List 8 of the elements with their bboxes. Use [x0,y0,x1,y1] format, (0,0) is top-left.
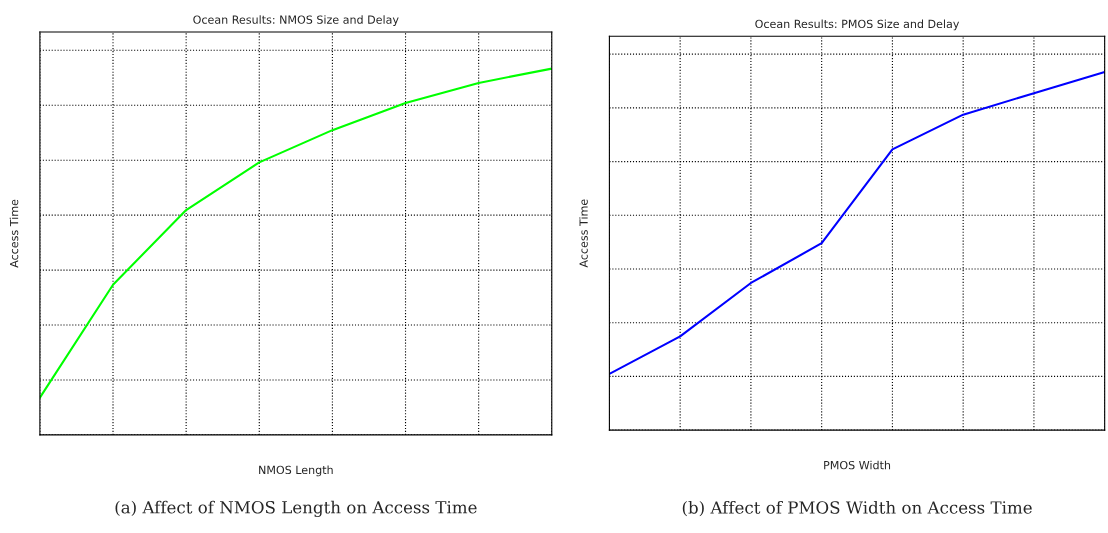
y-axis-title: Access Time [9,199,19,268]
text: (a) Affect of NMOS Length on Access Time [115,500,477,518]
x-axis-title: PMOS Width [824,460,891,470]
chart-title: Ocean Results: NMOS Size and Delay [193,15,399,26]
text: (b) Affect of PMOS Width on Access Time [682,500,1032,517]
x-axis-title: NMOS Length [259,465,333,477]
y-axis-title: Access Time [579,199,588,268]
chart-title: Ocean Results: PMOS Size and Delay [755,19,960,31]
